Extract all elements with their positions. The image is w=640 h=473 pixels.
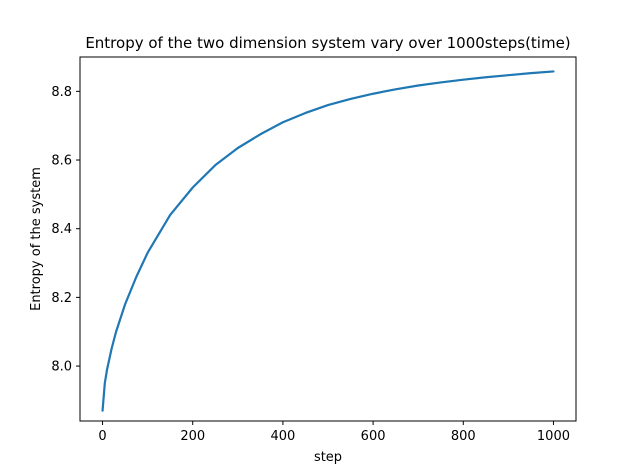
plot-area-frame <box>79 56 577 422</box>
x-tick-label: 600 <box>361 429 386 444</box>
y-tick-label: 8.4 <box>51 222 72 237</box>
y-tick-label: 8.6 <box>51 154 72 169</box>
x-axis-label: step <box>314 450 342 465</box>
x-tick-label: 800 <box>451 429 476 444</box>
y-tick-label: 8.0 <box>51 360 72 375</box>
x-tick-label: 0 <box>98 429 106 444</box>
y-tick-label: 8.2 <box>51 291 72 306</box>
x-tick-label: 200 <box>180 429 205 444</box>
entropy-series-line <box>101 70 555 412</box>
x-axis-ticks: 0 200 400 600 800 1000 <box>98 421 570 444</box>
chart-title: Entropy of the two dimension system vary… <box>85 34 570 52</box>
x-tick-label: 1000 <box>537 429 570 444</box>
x-tick-label: 400 <box>270 429 295 444</box>
y-tick-label: 8.8 <box>51 85 72 100</box>
y-axis-ticks: 8.0 8.2 8.4 8.6 8.8 <box>51 85 80 375</box>
y-axis-label: Entropy of the system <box>29 167 44 311</box>
